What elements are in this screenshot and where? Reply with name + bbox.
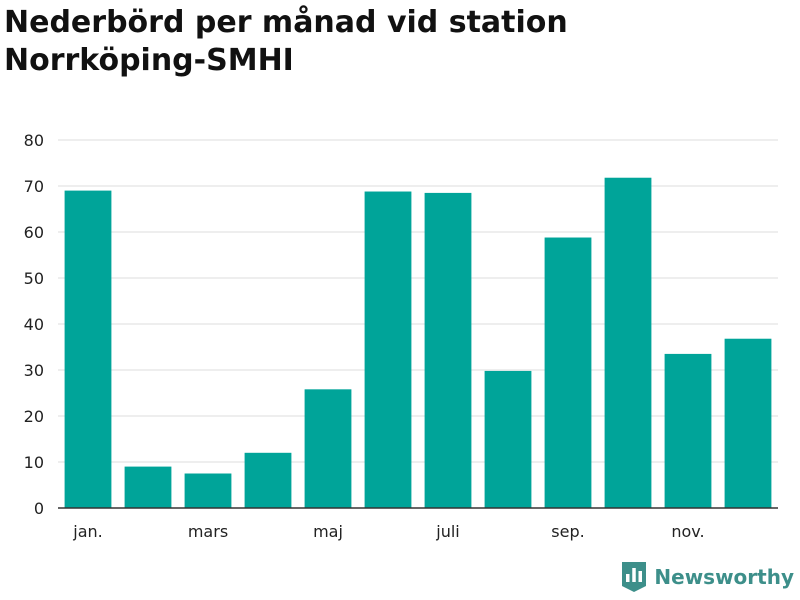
- bar-apr[interactable]: [244, 452, 292, 508]
- x-tick-label: maj: [313, 522, 343, 541]
- y-tick-label: 60: [24, 223, 44, 242]
- y-tick-label: 80: [24, 131, 44, 150]
- bar-juni[interactable]: [364, 191, 412, 508]
- bar-sep[interactable]: [544, 237, 592, 508]
- chart-title: Nederbörd per månad vid station Norrköpi…: [4, 5, 568, 78]
- y-tick-label: 70: [24, 177, 44, 196]
- x-tick-label: juli: [435, 522, 459, 541]
- brand-logo[interactable]: Newsworthy: [622, 562, 794, 592]
- bar-okt[interactable]: [604, 177, 652, 508]
- bar-aug[interactable]: [484, 370, 532, 508]
- x-tick-label: mars: [188, 522, 228, 541]
- bar-nov[interactable]: [664, 353, 712, 508]
- bar-chart-logo-icon: [622, 562, 647, 592]
- bar-chart: 0 10 20 30 40 50 60 70 80 jan. mars maj juli sep. nov…: [24, 131, 778, 541]
- y-axis-ticks: 0 10 20 30 40 50 60 70 80: [24, 131, 44, 518]
- bar-jan[interactable]: [64, 190, 112, 508]
- y-tick-label: 40: [24, 315, 44, 334]
- brand-name: Newsworthy: [654, 565, 794, 589]
- bar-series: [64, 177, 772, 509]
- x-tick-label: jan.: [72, 522, 102, 541]
- x-axis-ticks: jan. mars maj juli sep. nov.: [72, 522, 704, 541]
- bar-feb[interactable]: [124, 466, 172, 508]
- bar-maj[interactable]: [304, 389, 352, 508]
- gridlines: [58, 139, 778, 463]
- bar-juli[interactable]: [424, 192, 472, 508]
- y-tick-label: 30: [24, 361, 44, 380]
- y-tick-label: 10: [24, 453, 44, 472]
- y-tick-label: 50: [24, 269, 44, 288]
- y-tick-label: 0: [34, 499, 44, 518]
- x-tick-label: sep.: [551, 522, 584, 541]
- bar-dec[interactable]: [724, 338, 772, 508]
- x-tick-label: nov.: [671, 522, 704, 541]
- y-tick-label: 20: [24, 407, 44, 426]
- bar-mars[interactable]: [184, 473, 232, 509]
